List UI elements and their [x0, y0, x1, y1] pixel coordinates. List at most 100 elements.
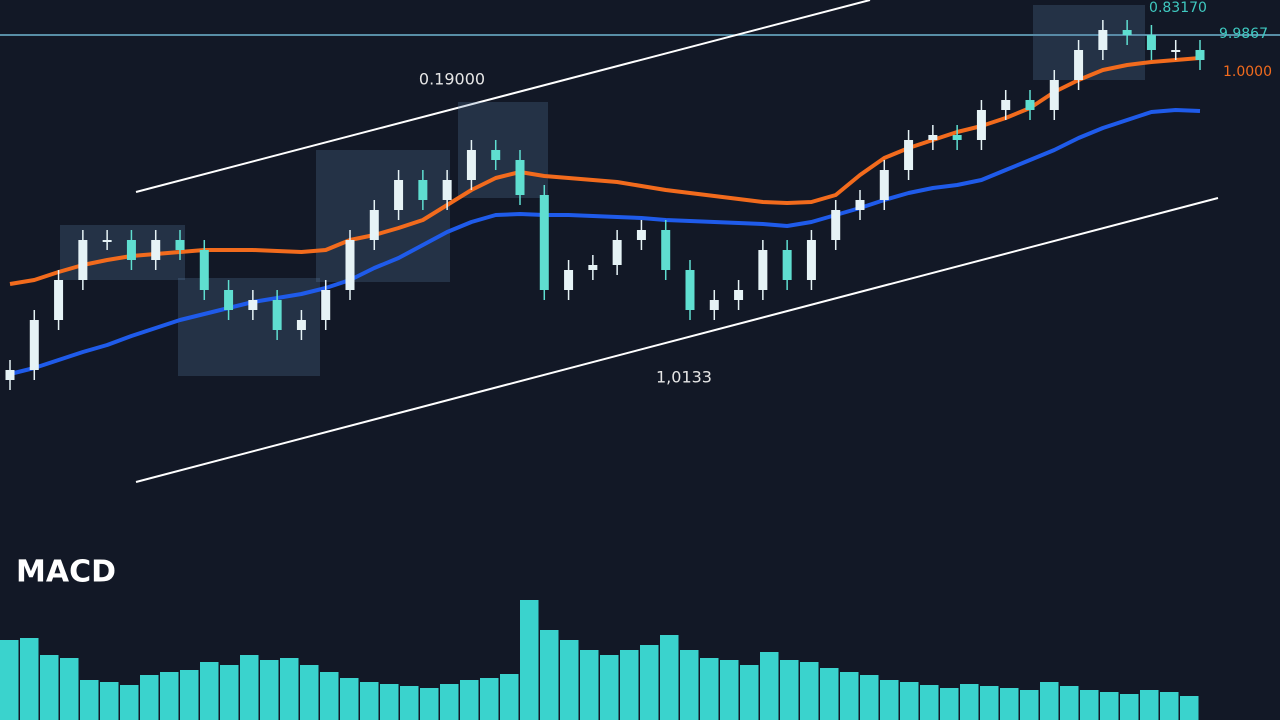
macd-bar: [800, 662, 819, 720]
price-label: 0.19000: [419, 70, 485, 89]
macd-title: MACD: [16, 555, 116, 590]
candle-body: [1098, 30, 1108, 50]
candle-body: [831, 210, 841, 240]
macd-bar: [0, 640, 19, 720]
candle-body: [1074, 50, 1084, 80]
macd-bar: [140, 675, 159, 720]
candle-body: [1049, 80, 1059, 110]
macd-bar: [420, 688, 439, 720]
macd-bar: [260, 660, 279, 720]
macd-bar: [1100, 692, 1119, 720]
candle-body: [321, 290, 331, 320]
macd-bar: [1180, 696, 1199, 720]
macd-bar: [1020, 690, 1039, 720]
macd-bar: [460, 680, 479, 720]
macd-bar: [720, 660, 739, 720]
macd-bar: [80, 680, 99, 720]
candle-body: [272, 300, 282, 330]
macd-bar: [280, 658, 299, 720]
macd-bar: [100, 682, 119, 720]
macd-bar: [760, 652, 779, 720]
candle-body: [78, 240, 88, 280]
price-label: 9.9867: [1219, 26, 1268, 42]
candle-body: [515, 160, 525, 195]
candle-body: [1122, 30, 1132, 35]
macd-bar: [160, 672, 179, 720]
macd-bar: [1080, 690, 1099, 720]
macd-bar: [60, 658, 79, 720]
macd-bar: [740, 665, 759, 720]
macd-bar: [180, 670, 199, 720]
candle-body: [296, 320, 306, 330]
macd-bar: [500, 674, 519, 720]
candle-body: [418, 180, 428, 200]
macd-bar: [320, 672, 339, 720]
macd-bar: [680, 650, 699, 720]
candle-body: [539, 195, 549, 290]
candle-body: [904, 140, 914, 170]
candle-body: [5, 370, 15, 380]
macd-bar: [640, 645, 659, 720]
macd-bar: [440, 684, 459, 720]
price-label: 1.0000: [1223, 64, 1272, 80]
candle-body: [126, 240, 136, 260]
candle-body: [248, 300, 258, 310]
candle-body: [29, 320, 39, 370]
macd-bar: [900, 682, 919, 720]
candle-body: [1146, 35, 1156, 50]
candle-body: [1001, 100, 1011, 110]
moving-average: [9, 108, 1201, 376]
macd-bar: [1060, 686, 1079, 720]
macd-bar: [780, 660, 799, 720]
candle-body: [928, 135, 938, 140]
candle-body: [151, 240, 161, 260]
macd-bar: [540, 630, 559, 720]
macd-bar: [1120, 694, 1139, 720]
macd-bar: [400, 686, 419, 720]
candle-body: [199, 250, 209, 290]
zone: [1033, 5, 1145, 80]
macd-bar: [860, 675, 879, 720]
macd-bar: [1040, 682, 1059, 720]
candle-body: [1171, 50, 1181, 52]
candle-body: [345, 240, 355, 290]
macd-bar: [20, 638, 39, 720]
candle-body: [466, 150, 476, 180]
channel-upper: [135, 0, 871, 193]
macd-bar: [300, 665, 319, 720]
macd-bar: [520, 600, 539, 720]
candle-body: [54, 280, 64, 320]
candle-body: [709, 300, 719, 310]
candle-body: [952, 135, 962, 140]
candle-body: [442, 180, 452, 200]
macd-bar: [380, 684, 399, 720]
candle-body: [102, 240, 112, 242]
candle-body: [564, 270, 574, 290]
candle-body: [806, 240, 816, 280]
candle-body: [1025, 100, 1035, 110]
candle-body: [636, 230, 646, 240]
macd-bar: [660, 635, 679, 720]
candle-body: [685, 270, 695, 310]
macd-bar: [940, 688, 959, 720]
macd-bar: [220, 665, 239, 720]
price-label: 1,0133: [656, 368, 712, 387]
macd-bar: [700, 658, 719, 720]
macd-bar: [360, 682, 379, 720]
macd-bar: [980, 686, 999, 720]
candle-body: [1195, 50, 1205, 60]
macd-bar: [560, 640, 579, 720]
macd-bar: [1000, 688, 1019, 720]
candle-body: [588, 265, 598, 270]
macd-bar: [840, 672, 859, 720]
macd-bar: [920, 685, 939, 720]
macd-bar: [600, 655, 619, 720]
candle-body: [734, 290, 744, 300]
candle-body: [394, 180, 404, 210]
candle-body: [175, 240, 185, 250]
macd-bar: [880, 680, 899, 720]
candle-body: [612, 240, 622, 265]
candle-body: [782, 250, 792, 280]
